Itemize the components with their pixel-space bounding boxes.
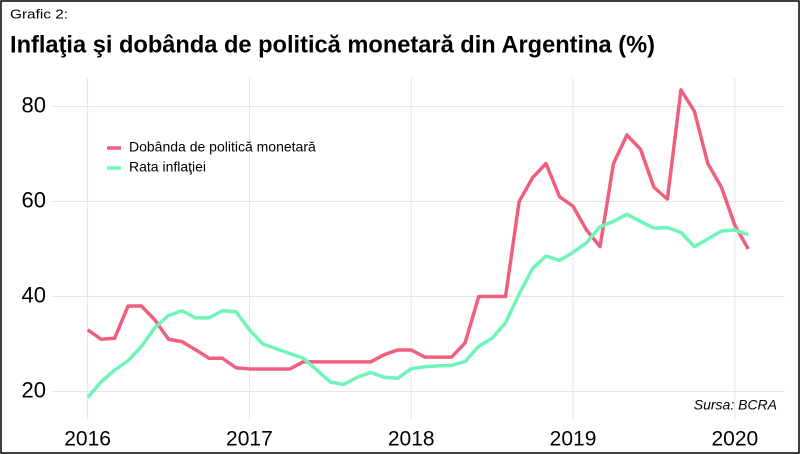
y-tick-label: 60 [22,187,46,212]
x-tick-label: 2017 [226,428,273,451]
chart-subtitle: Grafic 2: [10,6,68,21]
x-tick-label: 2018 [388,428,435,451]
chart-title: Inflaţia şi dobânda de politică monetară… [10,31,655,58]
legend-label: Rata inflaţiei [129,159,206,175]
x-tick-label: 2019 [550,428,597,451]
y-tick-label: 20 [22,377,46,402]
x-tick-label: 2020 [711,428,758,451]
y-tick-label: 40 [22,282,46,307]
plot-area: 20 40 60 80 2016 2017 2018 2019 2020 Dobânda de p… [22,78,785,451]
legend-label: Dobânda de politică monetară [129,139,316,155]
x-tick-label: 2016 [64,428,111,451]
data-line [86,88,750,371]
source-note: Sursa: BCRA [694,397,777,413]
data-line [86,212,749,399]
y-tick-label: 80 [22,92,46,117]
